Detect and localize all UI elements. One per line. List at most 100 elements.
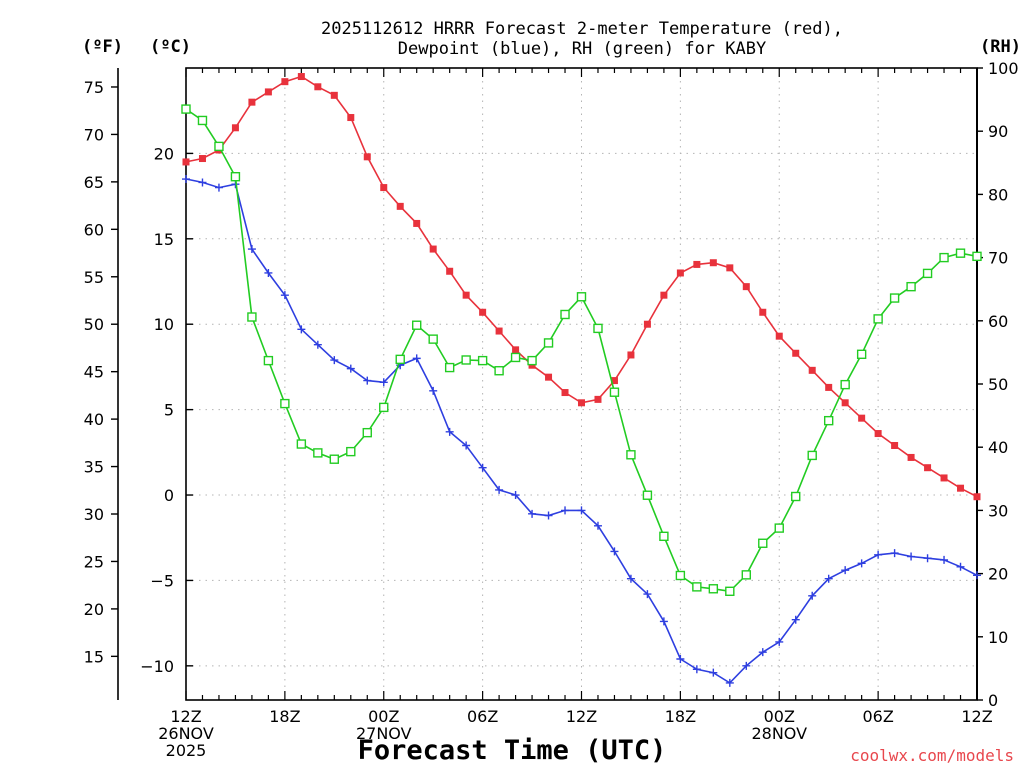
rh-tick-label: 90 — [988, 122, 1008, 141]
temperature-point — [841, 399, 849, 407]
dewpoint-point — [297, 325, 306, 334]
dewpoint-point — [561, 506, 570, 515]
celsius-tick-label: −10 — [140, 657, 174, 676]
rh-point — [494, 366, 504, 376]
x-axis-title: Forecast Time (UTC) — [358, 735, 667, 766]
celsius-tick-label: 20 — [154, 144, 174, 163]
temperature-point — [264, 88, 272, 96]
rh-point — [247, 312, 257, 322]
dewpoint-point — [511, 491, 520, 500]
rh-point — [774, 523, 784, 533]
temperature-point — [545, 373, 553, 381]
rh-point — [675, 570, 686, 581]
series-dewpoint — [182, 175, 981, 687]
temperature-point — [347, 114, 355, 122]
x-tick-label: 2025 — [166, 741, 207, 760]
rh-point — [856, 349, 867, 359]
x-tick-label: 26NOV — [158, 724, 214, 743]
rh-point — [906, 281, 916, 292]
temperature-point — [742, 283, 750, 291]
dewpoint-point — [462, 441, 471, 450]
series-group — [181, 73, 982, 687]
dewpoint-point — [940, 555, 949, 564]
temperature-point — [924, 464, 932, 472]
temperature-point — [957, 484, 965, 492]
dewpoint-point — [330, 356, 339, 365]
rh-point — [807, 450, 817, 461]
temperature-point — [726, 264, 734, 272]
temperature-point — [330, 91, 338, 99]
dewpoint-point — [445, 427, 454, 436]
rh-tick-label: 10 — [988, 628, 1008, 647]
rh-point — [477, 355, 488, 366]
rh-point — [412, 320, 422, 330]
dewpoint-point — [692, 665, 701, 674]
dewpoint-point — [478, 463, 487, 472]
temperature-point — [363, 153, 371, 161]
temperature-point — [660, 291, 668, 299]
temperature-point — [479, 308, 487, 316]
temperature-point — [314, 83, 322, 91]
dewpoint-point — [626, 574, 635, 583]
celsius-tick-label: 10 — [154, 315, 174, 334]
rh-point — [395, 354, 405, 365]
temperature-point — [429, 245, 437, 253]
dewpoint-point — [247, 245, 256, 254]
dewpoint-point — [198, 178, 207, 187]
temperature-point — [396, 202, 404, 210]
dewpoint-point — [758, 648, 767, 657]
series-temperature — [182, 73, 981, 501]
rh-point — [362, 427, 372, 438]
rh-point — [214, 141, 224, 152]
temperature-point — [874, 430, 882, 438]
fahrenheit-tick-label: 30 — [84, 505, 104, 524]
x-tick-label: 06Z — [862, 707, 893, 726]
dewpoint-line — [185, 178, 978, 684]
dewpoint-point — [412, 354, 421, 363]
temperature-point — [281, 78, 289, 86]
fahrenheit-tick-label: 70 — [84, 125, 104, 144]
rh-point — [609, 387, 620, 397]
dewpoint-point — [775, 637, 784, 646]
dewpoint-point — [577, 506, 586, 515]
celsius-tick-label: 15 — [154, 230, 174, 249]
dewpoint-point — [791, 615, 800, 624]
fahrenheit-tick-label: 75 — [84, 78, 104, 97]
temperature-point — [940, 474, 948, 482]
rh-tick-label: 0 — [988, 691, 998, 710]
dewpoint-point — [973, 571, 981, 580]
temperature-point — [182, 158, 190, 166]
rh-tick-label: 20 — [988, 565, 1008, 584]
dewpoint-point — [725, 678, 734, 687]
temperature-point — [462, 291, 470, 299]
x-tick-label: 27NOV — [356, 724, 412, 743]
rh-point — [741, 570, 751, 580]
x-tick-label: 00Z — [368, 707, 399, 726]
fahrenheit-tick-label: 60 — [84, 220, 104, 239]
dewpoint-point — [709, 668, 718, 677]
temperature-point — [198, 155, 206, 163]
grid-lines — [186, 68, 977, 700]
rh-point — [725, 586, 735, 596]
rh-point — [758, 538, 768, 548]
rh-point — [576, 292, 587, 302]
rh-point — [840, 379, 850, 390]
temperature-point — [973, 493, 981, 501]
temperature-point — [561, 389, 569, 397]
dewpoint-point — [824, 574, 833, 583]
rh-point — [593, 323, 603, 334]
dewpoint-point — [214, 183, 223, 192]
temperature-point — [825, 383, 833, 391]
rh-point — [659, 531, 669, 542]
dewpoint-point — [429, 386, 438, 395]
dewpoint-point — [923, 554, 932, 563]
celsius-tick-label: 0 — [164, 486, 174, 505]
fahrenheit-tick-label: 25 — [84, 552, 104, 571]
rh-point — [510, 352, 521, 363]
credit-label: coolwx.com/models — [850, 746, 1014, 765]
dewpoint-point — [907, 552, 916, 561]
rh-point — [873, 314, 883, 324]
rh-point — [922, 268, 933, 279]
rh-point — [955, 248, 966, 258]
dewpoint-point — [956, 562, 965, 571]
